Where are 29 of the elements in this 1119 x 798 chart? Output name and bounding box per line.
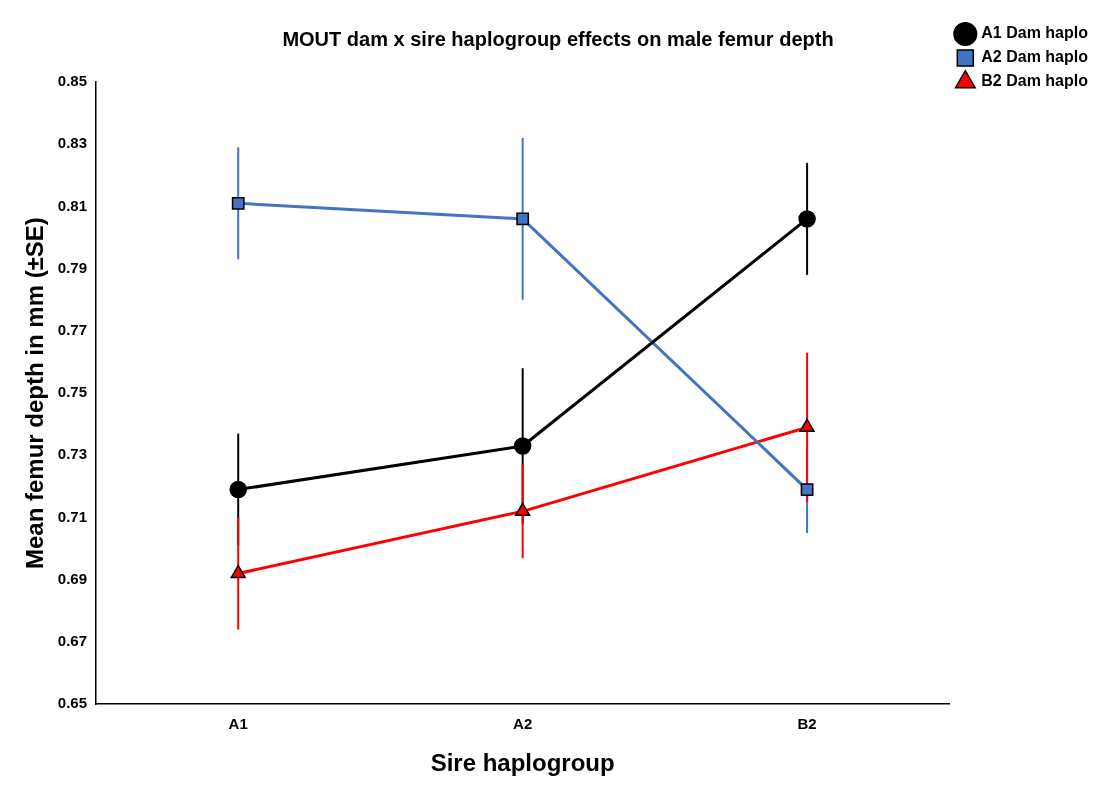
point bbox=[229, 480, 247, 499]
y-tick-label: 0.69 bbox=[57, 569, 87, 587]
y-tick-label: 0.79 bbox=[57, 258, 87, 276]
point bbox=[514, 502, 531, 517]
x-tick-label: A1 bbox=[228, 715, 248, 733]
y-tick-label: 0.73 bbox=[57, 445, 87, 463]
y-tick-label: 0.77 bbox=[57, 321, 87, 339]
y-tick-label: 0.65 bbox=[57, 694, 87, 712]
y-tick-label: 0.71 bbox=[57, 507, 87, 525]
point bbox=[513, 437, 532, 455]
y-tick-label: 0.83 bbox=[57, 134, 87, 152]
y-tick-label: 0.67 bbox=[57, 632, 87, 650]
chart-title: MOUT dam x sire haplogroup effects on male femur depth bbox=[282, 27, 834, 50]
y-tick-label: 0.85 bbox=[57, 72, 87, 90]
point bbox=[516, 212, 530, 226]
legend-label: A2 Dam haplo bbox=[981, 48, 1089, 66]
point bbox=[230, 564, 246, 579]
x-tick-label: A2 bbox=[513, 715, 533, 733]
y-tick-label: 0.75 bbox=[57, 383, 87, 401]
legend-label: B2 Dam haplo bbox=[981, 72, 1089, 90]
point bbox=[231, 196, 245, 210]
point bbox=[800, 483, 814, 496]
y-tick-label: 0.81 bbox=[57, 196, 87, 214]
y-axis-title: Mean femur depth in mm (±SE) bbox=[21, 217, 49, 570]
x-tick-label: B2 bbox=[797, 715, 817, 733]
point bbox=[799, 418, 815, 433]
x-axis-title: Sire haplogroup bbox=[430, 749, 615, 777]
point bbox=[798, 210, 816, 228]
legend-label: A1 Dam haplo bbox=[981, 24, 1089, 42]
